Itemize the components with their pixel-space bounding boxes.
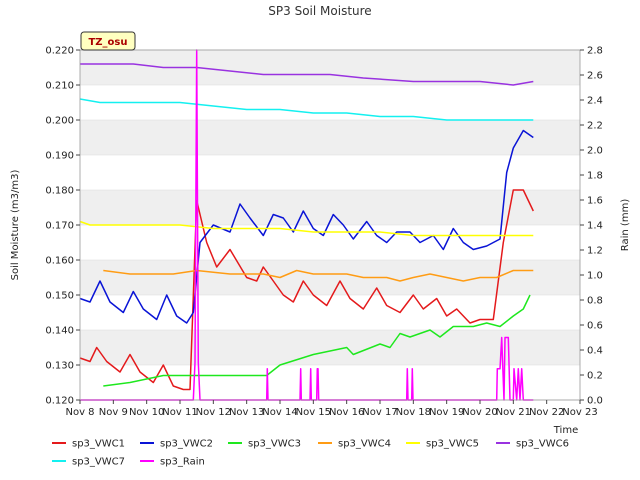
y-tick-label: 0.140 bbox=[45, 326, 74, 337]
x-tick-label: Nov 16 bbox=[329, 407, 364, 418]
x-tick-label: Nov 22 bbox=[529, 407, 564, 418]
y-tick-label: 0.160 bbox=[45, 256, 74, 267]
grid-band bbox=[80, 120, 580, 155]
x-tick-label: Nov 15 bbox=[296, 407, 331, 418]
y-tick-label: 0.180 bbox=[45, 186, 74, 197]
legend-label-sp3_VWC3: sp3_VWC3 bbox=[248, 439, 301, 450]
grid-band bbox=[80, 50, 580, 85]
y-tick-label: 0.120 bbox=[45, 396, 74, 407]
x-tick-label: Nov 20 bbox=[462, 407, 497, 418]
legend: sp3_VWC1 sp3_VWC2 sp3_VWC3 sp3_VWC4 sp3_VWC5… bbox=[52, 439, 569, 468]
series-line-sp3_VWC3 bbox=[103, 294, 531, 387]
x-tick-label: Nov 18 bbox=[396, 407, 431, 418]
y-axis-ticks: 0.120 0.130 0.140 0.150 0.160 0.170 0.180 0.190… bbox=[45, 46, 80, 407]
x-tick-label: Nov 17 bbox=[362, 407, 397, 418]
y2-tick-label: 1.8 bbox=[587, 171, 603, 182]
y-tick-label: 0.200 bbox=[45, 116, 74, 127]
y-tick-label: 0.210 bbox=[45, 81, 74, 92]
y2-tick-label: 0.6 bbox=[587, 321, 603, 332]
y2-tick-label: 2.0 bbox=[587, 146, 603, 157]
y2-tick-label: 1.0 bbox=[587, 271, 603, 282]
y2-tick-label: 1.2 bbox=[587, 246, 603, 257]
x-tick-label: Nov 21 bbox=[496, 407, 531, 418]
grid-band bbox=[80, 190, 580, 225]
y-tick-label: 0.150 bbox=[45, 291, 74, 302]
y2-tick-label: 0.0 bbox=[587, 396, 603, 407]
y2-tick-label: 1.6 bbox=[587, 196, 603, 207]
y-axis-label: Soil Moisture (m3/m3) bbox=[10, 170, 21, 281]
y2-tick-label: 0.8 bbox=[587, 296, 603, 307]
site-badge-text: TZ_osu bbox=[88, 37, 127, 48]
grid-band bbox=[80, 260, 580, 295]
y2-axis-ticks: 0.0 0.2 0.4 0.6 0.8 1.0 1.2 1.4 1.6 1.8 2.0 2.2 2.4 2… bbox=[580, 46, 603, 407]
y2-tick-label: 0.2 bbox=[587, 371, 603, 382]
legend-label-sp3_VWC2: sp3_VWC2 bbox=[160, 439, 213, 450]
grid-band bbox=[80, 330, 580, 365]
x-tick-label: Nov 8 bbox=[65, 407, 94, 418]
x-tick-label: Nov 10 bbox=[129, 407, 164, 418]
y-tick-label: 0.220 bbox=[45, 46, 74, 57]
x-tick-label: Nov 11 bbox=[162, 407, 197, 418]
x-tick-label: Nov 14 bbox=[262, 407, 297, 418]
y-tick-label: 0.170 bbox=[45, 221, 74, 232]
x-axis-label: Time bbox=[553, 425, 578, 436]
legend-label-sp3_VWC5: sp3_VWC5 bbox=[426, 439, 479, 450]
series-line-sp3_VWC2 bbox=[79, 129, 534, 324]
y2-tick-label: 0.4 bbox=[587, 346, 603, 357]
series-line-sp3_VWC5 bbox=[79, 220, 534, 237]
x-tick-label: Nov 23 bbox=[562, 407, 597, 418]
series-line-sp3_VWC7 bbox=[79, 98, 534, 121]
legend-label-sp3_VWC4: sp3_VWC4 bbox=[338, 439, 391, 450]
series-line-sp3_VWC1 bbox=[79, 189, 534, 391]
y2-tick-label: 2.4 bbox=[587, 96, 603, 107]
y2-tick-label: 1.4 bbox=[587, 221, 603, 232]
series-group bbox=[79, 49, 534, 401]
chart-title: SP3 Soil Moisture bbox=[268, 4, 371, 18]
site-badge: TZ_osu bbox=[80, 31, 136, 51]
y2-tick-label: 2.2 bbox=[587, 121, 603, 132]
series-line-sp3_Rain bbox=[80, 49, 534, 401]
legend-label-sp3_VWC1: sp3_VWC1 bbox=[72, 439, 125, 450]
x-tick-label: Nov 13 bbox=[229, 407, 264, 418]
x-tick-label: Nov 12 bbox=[196, 407, 231, 418]
legend-label-sp3_VWC7: sp3_VWC7 bbox=[72, 457, 125, 468]
series-line-sp3_VWC6 bbox=[80, 63, 534, 86]
series-line-sp3_VWC4 bbox=[103, 269, 534, 282]
x-tick-label: Nov 9 bbox=[99, 407, 128, 418]
y-tick-label: 0.190 bbox=[45, 151, 74, 162]
y2-axis-label: Rain (mm) bbox=[620, 199, 631, 252]
y2-tick-label: 2.8 bbox=[587, 46, 603, 57]
y2-tick-label: 2.6 bbox=[587, 71, 603, 82]
legend-label-sp3_Rain: sp3_Rain bbox=[160, 457, 205, 468]
site-badge-box bbox=[80, 31, 136, 51]
legend-label-sp3_VWC6: sp3_VWC6 bbox=[516, 439, 569, 450]
x-tick-label: Nov 19 bbox=[429, 407, 464, 418]
y-tick-label: 0.130 bbox=[45, 361, 74, 372]
